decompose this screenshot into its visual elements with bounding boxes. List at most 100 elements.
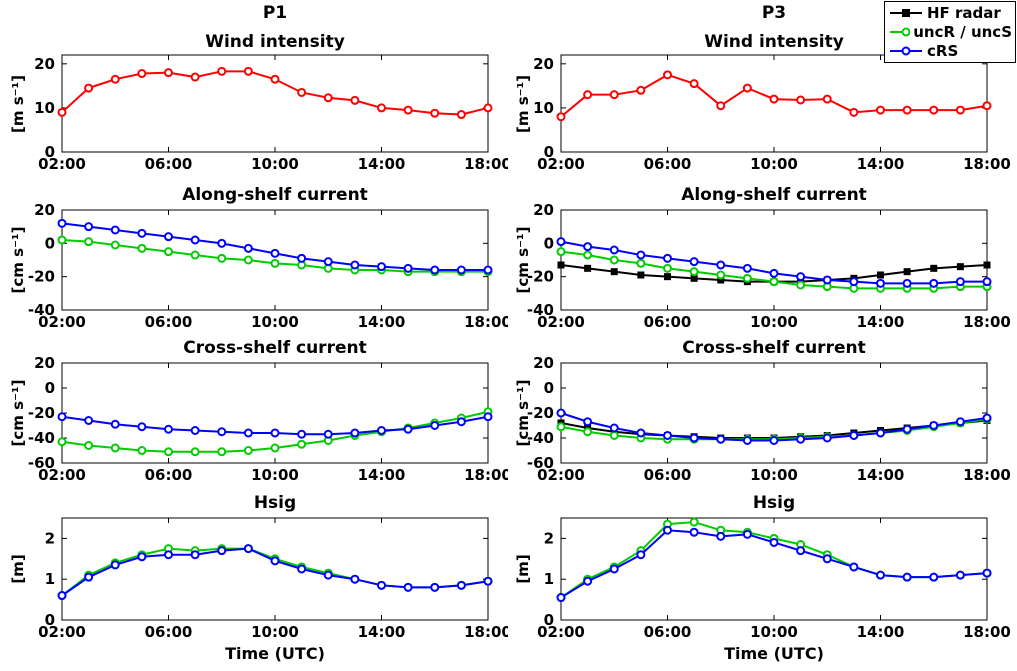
svg-text:18:00: 18:00 bbox=[963, 623, 1011, 641]
svg-text:02:00: 02:00 bbox=[38, 623, 86, 641]
legend-label: uncR / uncS bbox=[913, 22, 1012, 41]
svg-text:-20: -20 bbox=[527, 404, 554, 422]
plot-area: 0 10 20 02:00 06:00 10:00 14:00 18:00 bbox=[34, 54, 508, 173]
svg-text:-20: -20 bbox=[28, 268, 55, 286]
svg-text:-20: -20 bbox=[28, 404, 55, 422]
subplot-p1-along-shelf: Along-shelf current [cm s⁻¹] -40 -20 0 20 02… bbox=[0, 185, 508, 338]
plot-area: -60 -40 -20 0 20 02:00 06:00 10:00 14:00 18:00 bbox=[28, 354, 508, 484]
svg-text:02:00: 02:00 bbox=[38, 466, 86, 484]
svg-text:18:00: 18:00 bbox=[464, 155, 508, 173]
svg-text:06:00: 06:00 bbox=[145, 466, 193, 484]
hf-radar-line-icon bbox=[890, 8, 922, 17]
uncr-uncs-line-icon bbox=[890, 27, 911, 37]
subplot-title: Wind intensity bbox=[205, 32, 345, 52]
svg-text:-60: -60 bbox=[28, 454, 55, 472]
svg-text:06:00: 06:00 bbox=[145, 313, 193, 331]
crs-line-icon bbox=[890, 46, 922, 56]
plot-area: -40 -20 0 20 02:00 06:00 10:00 14:00 18:00 bbox=[28, 201, 508, 331]
svg-text:10:00: 10:00 bbox=[251, 623, 299, 641]
subplot-p1-wind-intensity: Wind intensity [m s⁻¹] 0 10 20 02:00 06:00 10… bbox=[0, 28, 508, 185]
svg-text:14:00: 14:00 bbox=[857, 623, 905, 641]
svg-text:14:00: 14:00 bbox=[358, 155, 406, 173]
plot-area: 0 10 20 02:00 06:00 10:00 14:00 18:00 bbox=[533, 54, 1011, 173]
svg-text:2: 2 bbox=[544, 529, 554, 547]
svg-text:10:00: 10:00 bbox=[251, 313, 299, 331]
svg-text:20: 20 bbox=[34, 354, 55, 372]
plot-area: 0 1 2 02:00 06:00 10:00 14:00 18:00 bbox=[537, 517, 1011, 641]
subplot-p1-hsig: Hsig [m] 0 1 2 02:00 06:00 10:00 14:00 18:00 Ti… bbox=[0, 493, 508, 671]
svg-text:10:00: 10:00 bbox=[750, 155, 798, 173]
svg-text:1: 1 bbox=[544, 570, 554, 588]
svg-text:0: 0 bbox=[45, 143, 55, 161]
svg-text:10:00: 10:00 bbox=[750, 623, 798, 641]
plot-area: -60 -40 -20 0 20 02:00 06:00 10:00 14:00 18:00 bbox=[527, 354, 1011, 484]
svg-text:10:00: 10:00 bbox=[251, 155, 299, 173]
x-axis-label: Time (UTC) bbox=[225, 644, 325, 663]
svg-text:20: 20 bbox=[533, 354, 554, 372]
svg-text:14:00: 14:00 bbox=[358, 623, 406, 641]
legend-item-hf-radar: HF radar bbox=[888, 3, 1012, 22]
svg-text:-40: -40 bbox=[527, 301, 554, 319]
subplot-title: Hsig bbox=[253, 493, 297, 513]
svg-text:06:00: 06:00 bbox=[644, 466, 692, 484]
svg-text:10: 10 bbox=[533, 99, 554, 117]
svg-text:02:00: 02:00 bbox=[537, 466, 585, 484]
svg-text:06:00: 06:00 bbox=[644, 313, 692, 331]
svg-text:-40: -40 bbox=[28, 429, 55, 447]
svg-text:02:00: 02:00 bbox=[537, 313, 585, 331]
legend-item-crs: cRS bbox=[888, 42, 1012, 61]
subplot-title: Cross-shelf current bbox=[183, 338, 367, 358]
svg-text:02:00: 02:00 bbox=[38, 155, 86, 173]
svg-text:18:00: 18:00 bbox=[963, 155, 1011, 173]
svg-text:18:00: 18:00 bbox=[963, 466, 1011, 484]
svg-text:-20: -20 bbox=[527, 268, 554, 286]
svg-text:18:00: 18:00 bbox=[464, 313, 508, 331]
svg-text:0: 0 bbox=[45, 234, 55, 252]
svg-text:14:00: 14:00 bbox=[358, 466, 406, 484]
subplot-title: Along-shelf current bbox=[182, 185, 368, 205]
subplot-title: Wind intensity bbox=[704, 32, 844, 52]
svg-text:14:00: 14:00 bbox=[857, 313, 905, 331]
subplot-title: Cross-shelf current bbox=[682, 338, 866, 358]
panel-title-p3: P3 bbox=[761, 3, 787, 23]
subplot-p3-wind-intensity: Wind intensity [m s⁻¹] 0 10 20 02:00 06:00 10… bbox=[509, 28, 1017, 185]
svg-text:10: 10 bbox=[34, 99, 55, 117]
subplot-title: Along-shelf current bbox=[681, 185, 867, 205]
svg-text:14:00: 14:00 bbox=[857, 466, 905, 484]
subplot-title: Hsig bbox=[752, 493, 796, 513]
svg-text:20: 20 bbox=[34, 55, 55, 73]
subplot-p3-cross-shelf: Cross-shelf current [cm s⁻¹] -60 -40 -20 0 2… bbox=[509, 338, 1017, 493]
svg-text:06:00: 06:00 bbox=[644, 155, 692, 173]
svg-text:10:00: 10:00 bbox=[750, 466, 798, 484]
svg-text:0: 0 bbox=[45, 611, 55, 629]
svg-text:02:00: 02:00 bbox=[537, 623, 585, 641]
legend-label: cRS bbox=[927, 42, 959, 61]
svg-text:18:00: 18:00 bbox=[464, 623, 508, 641]
x-axis-label: Time (UTC) bbox=[724, 644, 824, 663]
plot-area: 0 1 2 02:00 06:00 10:00 14:00 18:00 bbox=[38, 517, 508, 641]
svg-text:2: 2 bbox=[45, 529, 55, 547]
svg-text:20: 20 bbox=[533, 55, 554, 73]
svg-text:0: 0 bbox=[544, 143, 554, 161]
legend-label: HF radar bbox=[927, 3, 1001, 22]
legend: HF radar uncR / uncS cRS bbox=[884, 1, 1016, 63]
svg-text:10:00: 10:00 bbox=[251, 466, 299, 484]
svg-text:-40: -40 bbox=[527, 429, 554, 447]
panel-title-p1: P1 bbox=[262, 3, 288, 23]
svg-text:20: 20 bbox=[34, 201, 55, 219]
plot-area: -40 -20 0 20 02:00 06:00 10:00 14:00 18:00 bbox=[527, 201, 1011, 331]
svg-text:0: 0 bbox=[544, 611, 554, 629]
svg-text:20: 20 bbox=[533, 201, 554, 219]
svg-text:06:00: 06:00 bbox=[145, 155, 193, 173]
svg-text:18:00: 18:00 bbox=[464, 466, 508, 484]
svg-text:-60: -60 bbox=[527, 454, 554, 472]
svg-text:02:00: 02:00 bbox=[38, 313, 86, 331]
subplot-p3-along-shelf: Along-shelf current [cm s⁻¹] -40 -20 0 20 02… bbox=[509, 185, 1017, 338]
svg-text:18:00: 18:00 bbox=[963, 313, 1011, 331]
svg-text:0: 0 bbox=[544, 379, 554, 397]
svg-text:02:00: 02:00 bbox=[537, 155, 585, 173]
svg-text:06:00: 06:00 bbox=[145, 623, 193, 641]
svg-text:14:00: 14:00 bbox=[857, 155, 905, 173]
svg-text:10:00: 10:00 bbox=[750, 313, 798, 331]
